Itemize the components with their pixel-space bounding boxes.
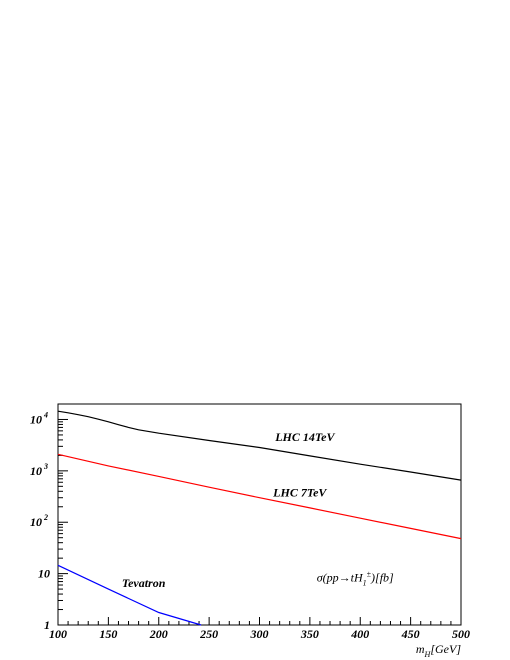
y-tick-label: 10 (30, 412, 42, 426)
series-label-lhc-14tev: LHC 14TeV (274, 430, 335, 444)
series-label-tevatron: Tevatron (122, 576, 166, 590)
series-line-tevatron (57, 564, 202, 626)
y-tick-exponent: 4 (43, 410, 48, 419)
x-axis-title-text: mH[GeV] (416, 642, 461, 659)
x-axis-title: mH[GeV] (416, 642, 461, 659)
y-tick-label: 10 (30, 464, 42, 478)
x-tick-label: 500 (452, 627, 470, 641)
y-tick-label: 10 (30, 515, 42, 529)
y-tick-label: 10 (38, 567, 50, 581)
cross-section-annotation: σ(pp→tH1±)[fb] (317, 570, 394, 588)
x-tick-label: 400 (350, 627, 369, 641)
y-tick-exponent: 2 (43, 513, 48, 522)
series-label-lhc-7tev: LHC 7TeV (272, 485, 327, 499)
x-tick-label: 150 (99, 627, 117, 641)
x-tick-label: 250 (199, 627, 218, 641)
x-axis-ticks: 100 150 200 250 300 350 400 450 500 (49, 617, 470, 641)
annotation-text: σ(pp→tH1±)[fb] (317, 570, 394, 588)
x-tick-label: 450 (401, 627, 420, 641)
plot-border (57, 403, 462, 626)
series-line-lhc-14tev (57, 410, 462, 481)
x-tick-label: 200 (149, 627, 168, 641)
y-tick-label: 1 (44, 618, 50, 632)
series-labels: LHC 14TeV LHC 7TeV Tevatron (122, 430, 336, 590)
x-tick-label: 350 (300, 627, 319, 641)
series-line-lhc-7tev (57, 453, 462, 540)
y-tick-exponent: 3 (43, 462, 48, 471)
series-lines (57, 410, 462, 626)
x-tick-label: 300 (250, 627, 269, 641)
plot-frame (57, 403, 462, 626)
x-tick-label: 100 (49, 627, 67, 641)
